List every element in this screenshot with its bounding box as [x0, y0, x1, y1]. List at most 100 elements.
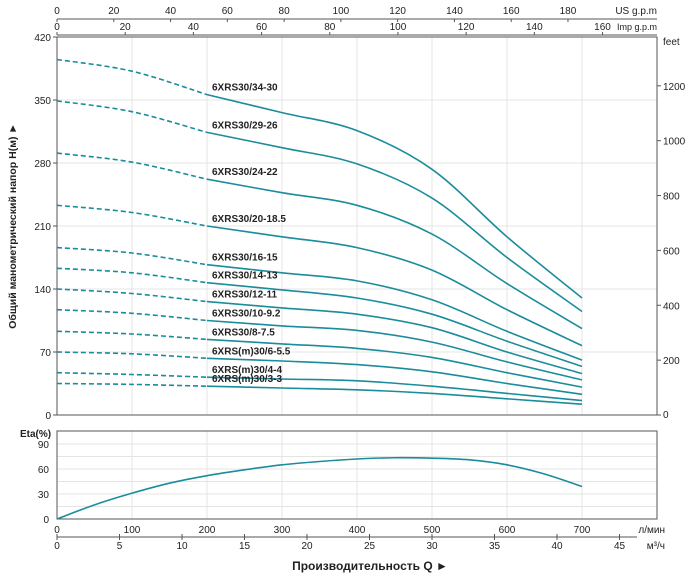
m3h-unit-label: м³/ч	[647, 541, 665, 552]
curve-dashed-6XRS(m)30/6-5.5	[56, 351, 208, 360]
curve-dashed-6XRS30/12-11	[56, 288, 208, 303]
imp-gpm-tick-label: 40	[188, 22, 200, 33]
lmin-tick-label: 200	[199, 525, 216, 536]
curve-6XRS30/14-13	[206, 281, 583, 368]
imp-gpm-tick-label: 20	[120, 22, 132, 33]
us-gpm-tick-label: 40	[165, 6, 177, 17]
curve-label: 6XRS30/24-22	[212, 167, 278, 178]
us-gpm-tick-label: 0	[54, 6, 60, 17]
imp-gpm-tick-label: 140	[526, 22, 543, 33]
eta-curve	[56, 456, 583, 520]
y-tick-label: 140	[34, 285, 51, 296]
curve-dashed-6XRS(m)30/3-3	[56, 382, 208, 387]
curve-dashed-6XRS30/16-15	[56, 246, 208, 266]
eta-tick-label: 90	[38, 440, 50, 451]
curve-label: 6XRS(m)30/3-3	[212, 374, 282, 385]
curve-dashed-6XRS30/10-9.2	[56, 308, 208, 322]
curve-label: 6XRS30/34-30	[212, 83, 278, 94]
lmin-tick-label: 300	[274, 525, 291, 536]
curve-dashed-6XRS30/29-26	[56, 100, 208, 134]
us-gpm-axis-label: US g.p.m	[615, 6, 657, 17]
us-gpm-tick-label: 160	[503, 6, 520, 17]
curve-6XRS(m)30/3-3	[206, 385, 583, 405]
y2-tick-label: 400	[663, 301, 680, 312]
lmin-tick-label: 0	[54, 525, 60, 536]
m3h-tick-label: 15	[239, 541, 251, 552]
lmin-tick-label: 500	[424, 525, 441, 536]
curve-label: 6XRS30/16-15	[212, 253, 278, 264]
curve-6XRS30/10-9.2	[206, 319, 583, 381]
curve-dashed-6XRS(m)30/4-4	[56, 371, 208, 378]
lmin-tick-label: 400	[349, 525, 366, 536]
imp-gpm-tick-label: 160	[594, 22, 611, 33]
y-tick-label: 420	[34, 33, 51, 44]
curve-6XRS30/8-7.5	[206, 338, 583, 388]
y-tick-label: 350	[34, 96, 51, 107]
lmin-tick-label: 600	[499, 525, 516, 536]
m3h-tick-label: 35	[489, 541, 501, 552]
eta-tick-label: 60	[38, 465, 50, 476]
us-gpm-tick-label: 120	[389, 6, 406, 17]
y2-tick-label: 1200	[663, 82, 686, 93]
m3h-tick-label: 5	[117, 541, 123, 552]
curve-dashed-6XRS30/8-7.5	[56, 330, 208, 341]
us-gpm-tick-label: 180	[560, 6, 577, 17]
curve-label: 6XRS30/14-13	[212, 271, 278, 282]
imp-gpm-tick-label: 120	[458, 22, 475, 33]
y-axis-label: Общий манометрический напор H(м) ►	[7, 123, 19, 329]
imp-gpm-axis-label: Imp g.p.m	[617, 22, 657, 32]
us-gpm-tick-label: 100	[333, 6, 350, 17]
curve-6XRS30/24-22	[206, 178, 583, 330]
imp-gpm-tick-label: 100	[390, 22, 407, 33]
lmin-unit-label: л/мин	[638, 525, 665, 536]
curve-label: 6XRS30/8-7.5	[212, 327, 275, 338]
eta-tick-label: 30	[38, 490, 50, 501]
curve-dashed-6XRS30/24-22	[56, 152, 208, 180]
curve-label: 6XRS30/20-18.5	[212, 214, 286, 225]
y2-tick-label: 800	[663, 192, 680, 203]
m3h-tick-label: 30	[426, 541, 438, 552]
curve-6XRS(m)30/4-4	[206, 376, 583, 402]
y2-tick-label: 200	[663, 356, 680, 367]
curve-label: 6XRS30/10-9.2	[212, 309, 281, 320]
m3h-tick-label: 0	[54, 541, 60, 552]
y-tick-label: 210	[34, 222, 51, 233]
curve-6XRS30/29-26	[206, 131, 583, 313]
curve-label: 6XRS30/12-11	[212, 290, 277, 301]
y2-tick-label: 1000	[663, 137, 686, 148]
m3h-tick-label: 25	[364, 541, 376, 552]
imp-gpm-tick-label: 80	[324, 22, 336, 33]
y-tick-label: 70	[40, 348, 52, 359]
x-axis-title: Производительность Q ►	[292, 559, 448, 573]
m3h-tick-label: 10	[176, 541, 188, 552]
curve-6XRS30/16-15	[206, 263, 583, 361]
m3h-tick-label: 40	[551, 541, 563, 552]
y2-tick-label: 600	[663, 246, 680, 257]
curve-6XRS(m)30/6-5.5	[206, 357, 583, 396]
m3h-tick-label: 45	[614, 541, 626, 552]
us-gpm-tick-label: 140	[446, 6, 463, 17]
eta-axis-label: Eta(%)	[20, 429, 51, 440]
curve-6XRS30/12-11	[206, 300, 583, 375]
lmin-tick-label: 700	[574, 525, 591, 536]
curve-dashed-6XRS30/14-13	[56, 267, 208, 284]
curve-6XRS30/20-18.5	[206, 225, 583, 347]
eta-plot-frame	[56, 430, 658, 520]
us-gpm-tick-label: 80	[279, 6, 291, 17]
curve-label: 6XRS(m)30/6-5.5	[212, 346, 291, 357]
curve-6XRS30/34-30	[206, 93, 583, 299]
lmin-tick-label: 100	[124, 525, 141, 536]
curve-label: 6XRS(m)30/4-4	[212, 365, 282, 376]
imp-gpm-tick-label: 60	[256, 22, 268, 33]
us-gpm-tick-label: 60	[222, 6, 234, 17]
us-gpm-tick-label: 20	[108, 6, 120, 17]
y2-tick-label: 0	[663, 410, 669, 421]
imp-gpm-tick-label: 0	[54, 22, 60, 33]
y2-axis-label: feet	[663, 37, 680, 48]
eta-tick-label: 0	[43, 515, 49, 526]
curve-label: 6XRS30/29-26	[212, 120, 278, 131]
m3h-tick-label: 20	[301, 541, 313, 552]
y-tick-label: 280	[34, 159, 51, 170]
curve-dashed-6XRS30/34-30	[56, 58, 208, 96]
